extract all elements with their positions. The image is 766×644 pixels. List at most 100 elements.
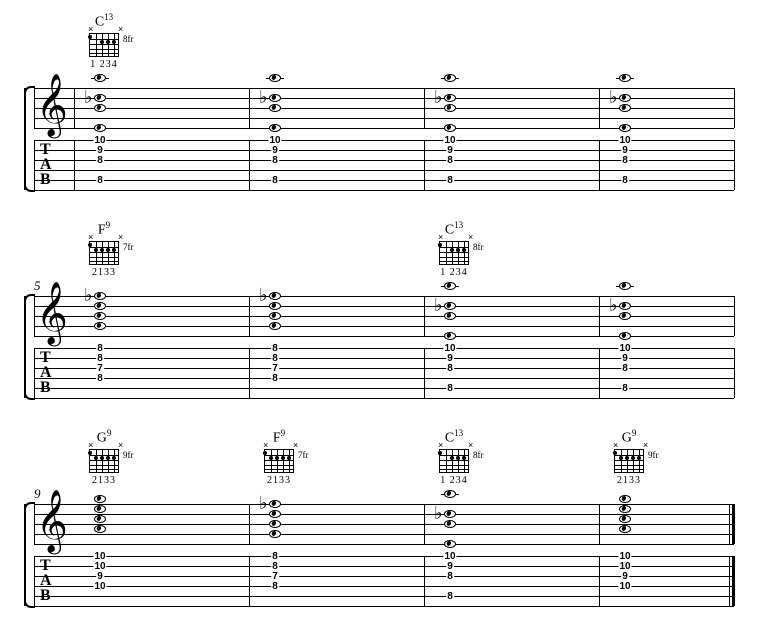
whole-note <box>444 282 456 290</box>
tab-fret-number: 8 <box>621 364 629 374</box>
tab-line <box>34 358 734 359</box>
tab-fret-number: 8 <box>271 582 279 592</box>
whole-note <box>269 292 281 300</box>
whole-note <box>619 515 631 523</box>
tab-fret-number: 8 <box>446 384 454 394</box>
chord-dot <box>275 456 279 460</box>
barline <box>249 556 250 606</box>
chord-fingering: 2133 <box>82 267 126 278</box>
whole-note <box>619 74 631 82</box>
chord-diagram: C138fr××1 234 <box>82 12 126 70</box>
whole-note <box>619 505 631 513</box>
whole-note <box>619 104 631 112</box>
chord-diagram: G99fr××2133 <box>607 428 651 486</box>
chord-grid: 9fr×× <box>614 449 644 473</box>
chord-mute-mark: × <box>468 232 473 242</box>
chord-dot <box>450 456 454 460</box>
chord-fret-label: 7fr <box>298 450 309 460</box>
tab-fret-number: 8 <box>621 156 629 166</box>
barline <box>734 296 735 336</box>
tab-fret-number: 8 <box>96 374 104 384</box>
whole-note <box>269 510 281 518</box>
chord-dot <box>112 40 116 44</box>
whole-note <box>619 94 631 102</box>
barline <box>249 504 250 544</box>
chord-dot <box>106 248 110 252</box>
whole-note <box>444 104 456 112</box>
system-bracket <box>24 88 28 190</box>
whole-note <box>269 322 281 330</box>
chord-dot <box>100 456 104 460</box>
staff-line <box>34 504 734 505</box>
whole-note <box>94 525 106 533</box>
whole-note <box>444 312 456 320</box>
chord-fret-label: 8fr <box>473 450 484 460</box>
barline <box>729 504 730 544</box>
barline <box>424 348 425 398</box>
whole-note <box>444 332 456 340</box>
measure-number: 5 <box>34 278 41 294</box>
whole-note <box>94 74 106 82</box>
tab-line <box>34 576 734 577</box>
flat-accidental: ♭ <box>434 296 443 314</box>
chord-diagram: F97fr××2133 <box>82 220 126 278</box>
tab-clef: TAB <box>40 350 51 395</box>
chord-grid: 7fr×× <box>89 241 119 265</box>
flat-accidental: ♭ <box>434 504 443 522</box>
barline <box>599 504 600 544</box>
tab-line <box>34 170 734 171</box>
treble-clef: 𝄞 <box>36 78 68 132</box>
barline <box>424 296 425 336</box>
whole-note <box>94 515 106 523</box>
barline <box>599 296 600 336</box>
staff-line <box>34 544 734 545</box>
barline <box>249 88 250 128</box>
chord-diagram: G99fr××2133 <box>82 428 126 486</box>
whole-note <box>619 282 631 290</box>
whole-note <box>269 500 281 508</box>
whole-note <box>619 525 631 533</box>
tab-fret-number: 8 <box>621 384 629 394</box>
tab-fret-number: 8 <box>446 572 454 582</box>
flat-accidental: ♭ <box>84 88 93 106</box>
tab-line <box>34 160 734 161</box>
chord-fret-label: 9fr <box>648 450 659 460</box>
chord-dot <box>462 248 466 252</box>
tab-fret-number: 10 <box>618 582 631 592</box>
notation-staff: 𝄞C138fr××1 234♭♭♭♭ <box>34 88 746 128</box>
whole-note <box>269 104 281 112</box>
whole-note <box>619 302 631 310</box>
whole-note <box>94 292 106 300</box>
chord-dot <box>94 456 98 460</box>
chord-dot <box>112 248 116 252</box>
whole-note <box>94 302 106 310</box>
staff-line <box>34 88 734 89</box>
tab-fret-number: 8 <box>621 176 629 186</box>
whole-note <box>619 312 631 320</box>
system: 𝄞5F97fr××2133♭♭C138fr××1 234♭♭TAB8878887… <box>20 218 746 398</box>
tab-staff: TAB10988109881098810988 <box>34 140 746 190</box>
staff-line <box>34 326 734 327</box>
whole-note <box>94 505 106 513</box>
final-barline <box>732 504 735 544</box>
chord-dot <box>88 451 92 455</box>
chord-fret-label: 8fr <box>123 34 134 44</box>
barline <box>34 88 35 128</box>
system-bracket <box>24 504 28 606</box>
chord-fingering: 1 234 <box>432 267 476 278</box>
chord-dot <box>112 456 116 460</box>
barline <box>424 140 425 190</box>
notation-staff: 𝄞9G99fr××2133F97fr××2133♭C138fr××1 234♭G… <box>34 504 746 544</box>
whole-note <box>94 312 106 320</box>
staff-line <box>34 524 734 525</box>
whole-note <box>94 322 106 330</box>
barline <box>729 556 730 606</box>
barline <box>734 88 735 128</box>
chord-dot <box>281 456 285 460</box>
staff-line <box>34 514 734 515</box>
system-bracket <box>24 296 28 398</box>
chord-mute-mark: × <box>293 440 298 450</box>
chord-dot <box>438 451 442 455</box>
chord-dot <box>631 456 635 460</box>
chord-fingering: 1 234 <box>82 59 126 70</box>
